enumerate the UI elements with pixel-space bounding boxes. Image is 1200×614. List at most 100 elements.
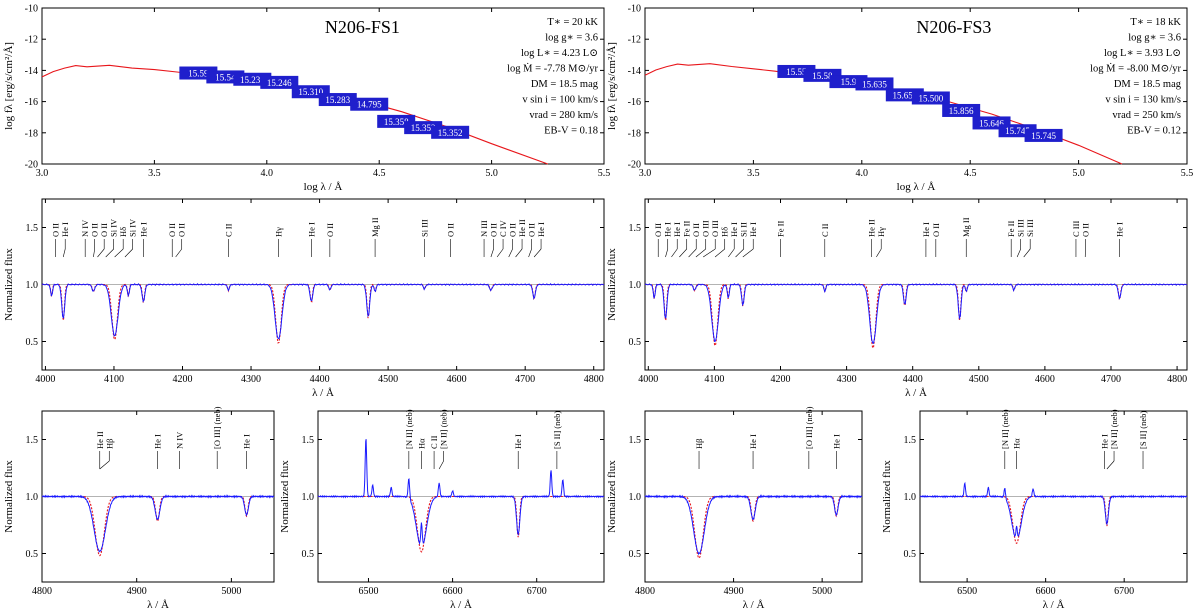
- sed-model-curve: [41, 64, 548, 165]
- y-axis-label: log fλ [erg/s/cm²/Å]: [606, 42, 618, 130]
- photometry-label: 15.9: [841, 77, 857, 87]
- y-tick-label: 0.5: [629, 337, 642, 348]
- y-tick-label: -20: [25, 160, 38, 171]
- stellar-parameter: log L∗ = 4.23 L⊙: [521, 48, 598, 59]
- stellar-parameter: DM = 18.5 mag: [531, 79, 599, 90]
- x-tick-label: 5.5: [1181, 168, 1194, 179]
- line-id-label: Hδ: [118, 227, 128, 237]
- star-title: N206-FS1: [325, 17, 400, 37]
- line-id-label: O II: [931, 223, 941, 237]
- y-tick-label: -10: [628, 4, 641, 15]
- line-id-leader: [735, 248, 744, 258]
- x-tick-label: 4100: [704, 374, 724, 385]
- line-id-label: Hα: [416, 438, 426, 449]
- x-tick-label: 4800: [32, 586, 52, 597]
- sed-panel: 3.0 3.5 4.0 4.5 5.0 5.5 -10 -12 -14 -16 -18 -20 log …: [606, 4, 1193, 194]
- photometry-label: 15.283: [325, 95, 350, 105]
- line-id-leader: [105, 248, 114, 258]
- x-tick-label: 4300: [837, 374, 857, 385]
- line-id-label: [N II] (neb): [1000, 409, 1010, 449]
- x-tick-label: 4.5: [373, 168, 386, 179]
- line-id-label: Si III: [1016, 219, 1026, 237]
- line-id-label: He I: [831, 434, 841, 449]
- y-axis-label: Normalized flux: [279, 460, 291, 533]
- stellar-parameter: v sin i = 130 km/s: [1105, 95, 1181, 106]
- line-id-label: [S II] (neb): [552, 411, 562, 449]
- line-id-label: Si III: [1025, 219, 1035, 237]
- line-id-label: O II: [653, 223, 663, 237]
- x-axis-label: log λ / Å: [897, 181, 936, 193]
- x-tick-label: 4000: [638, 374, 658, 385]
- line-id-label: O II: [489, 223, 499, 237]
- line-id-label: C II: [429, 435, 439, 449]
- line-id-label: C III: [1071, 221, 1081, 237]
- x-tick-label: 4600: [447, 374, 467, 385]
- line-id-label: He I: [513, 434, 523, 449]
- line-id-leader: [124, 248, 133, 258]
- x-tick-label: 4.0: [856, 168, 869, 179]
- line-id-label: He II: [867, 219, 877, 237]
- x-tick-label: 4.5: [964, 168, 977, 179]
- model-spectrum: [645, 283, 1187, 349]
- photometry-label: 15.500: [918, 93, 943, 103]
- y-tick-label: -20: [628, 160, 641, 171]
- photometry-label: 15.54: [215, 72, 236, 82]
- model-spectrum: [920, 495, 1187, 544]
- photometry-label: 15.59: [188, 69, 209, 79]
- x-tick-label: 4700: [1101, 374, 1121, 385]
- line-id-label: Fe II: [776, 221, 786, 237]
- x-tick-label: 4.0: [261, 168, 274, 179]
- line-id-label: Hβ: [694, 439, 704, 449]
- y-tick-label: 1.5: [26, 223, 39, 234]
- photometry-label: 15.58: [812, 71, 833, 81]
- line-id-label: Hγ: [273, 227, 283, 237]
- photometry-box: [318, 93, 357, 107]
- y-tick-label: -14: [628, 66, 641, 77]
- x-tick-label: 4900: [724, 586, 744, 597]
- sed-panel: 3.0 3.5 4.0 4.5 5.0 5.5 -10 -12 -14 -16 -18 -20 log …: [3, 4, 610, 194]
- y-tick-label: -16: [628, 97, 641, 108]
- observed-spectrum: [919, 481, 1188, 538]
- x-tick-label: 6500: [358, 586, 378, 597]
- line-id-label: O II: [167, 223, 177, 237]
- line-id-label: O II: [99, 223, 109, 237]
- x-tick-label: 4400: [903, 374, 923, 385]
- x-tick-label: 4600: [1035, 374, 1055, 385]
- stellar-parameter: DM = 18.5 mag: [1114, 79, 1182, 90]
- line-id-label: Hα: [1012, 438, 1022, 449]
- line-id-label: Hβ: [104, 439, 114, 449]
- line-id-leader: [508, 248, 513, 258]
- line-id-label: Mg II: [961, 217, 971, 237]
- line-id-label: O II: [691, 223, 701, 237]
- x-axis-label: λ / Å: [1043, 599, 1065, 611]
- x-tick-label: 5.0: [1072, 168, 1085, 179]
- x-tick-label: 5.0: [485, 168, 498, 179]
- line-id-label: O III: [701, 220, 711, 237]
- y-tick-label: -12: [628, 35, 641, 46]
- photometry-box: [350, 97, 389, 111]
- line-id-leader: [93, 248, 95, 258]
- stellar-parameter: log g∗ = 3.6: [545, 33, 598, 44]
- line-id-label: He I: [748, 222, 758, 237]
- line-id-label: [S II] (neb): [1138, 411, 1148, 449]
- y-tick-label: 1.5: [629, 223, 642, 234]
- line-id-label: O II: [508, 223, 518, 237]
- x-axis-label: λ / Å: [147, 599, 169, 611]
- y-axis-label: Normalized flux: [3, 248, 15, 321]
- line-id-label: Hδ: [720, 227, 730, 237]
- line-id-label: He I: [663, 222, 673, 237]
- line-id-label: [N II] (neb): [1109, 409, 1119, 449]
- line-id-leader: [114, 248, 124, 258]
- x-tick-label: 4800: [584, 374, 604, 385]
- stellar-parameter: T∗ = 20 kK: [547, 17, 598, 28]
- stellar-parameter: vrad = 250 km/s: [1112, 110, 1181, 121]
- stellar-parameter: vrad = 280 km/s: [529, 110, 598, 121]
- x-tick-label: 4800: [1167, 374, 1187, 385]
- x-tick-label: 4500: [969, 374, 989, 385]
- line-id-label: N III: [479, 220, 489, 237]
- photometry-box: [855, 77, 894, 91]
- photometry-label: 15.352: [411, 123, 436, 133]
- line-id-leader: [175, 248, 182, 258]
- line-id-leader: [490, 248, 494, 258]
- line-id-leader: [742, 248, 754, 258]
